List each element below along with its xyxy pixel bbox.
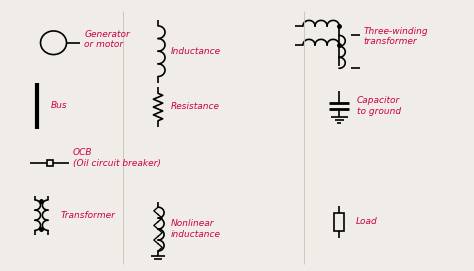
Text: Capacitor
to ground: Capacitor to ground [357, 96, 401, 116]
Bar [46, 160, 53, 166]
Text: Generator
or motor: Generator or motor [84, 30, 130, 49]
Text: Transformer: Transformer [61, 211, 115, 220]
Bar [334, 213, 344, 231]
Text: Three-winding
transformer: Three-winding transformer [364, 27, 428, 46]
Text: Nonlinear
inductance: Nonlinear inductance [171, 220, 221, 239]
Text: Inductance: Inductance [171, 47, 221, 56]
Text: Bus: Bus [50, 102, 67, 111]
Text: Resistance: Resistance [171, 102, 220, 111]
Text: OCB
(Oil circuit breaker): OCB (Oil circuit breaker) [73, 148, 161, 167]
Text: Load: Load [356, 217, 377, 226]
